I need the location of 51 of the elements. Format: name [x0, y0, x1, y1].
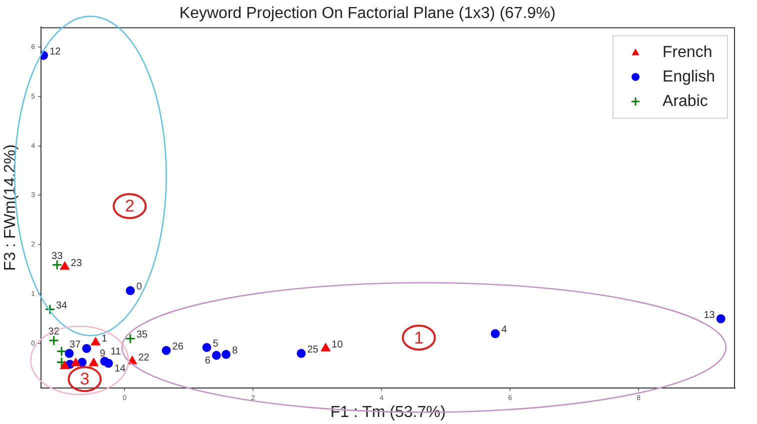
legend-label: French [662, 44, 712, 61]
point [52, 260, 62, 270]
legend-label: English [662, 68, 716, 86]
annotation: 2 [124, 196, 134, 216]
annotation: 12 [50, 46, 62, 58]
point [321, 343, 330, 352]
point [126, 286, 135, 296]
point [48, 335, 60, 346]
annotation: 33 [52, 250, 64, 262]
annotation: 10 [332, 339, 344, 350]
point [716, 314, 726, 324]
point [64, 348, 74, 358]
annotation: 34 [56, 300, 68, 312]
point [125, 333, 136, 344]
annotation: 25 [307, 344, 319, 356]
annotation: 22 [138, 352, 150, 364]
annotation: 5 [212, 338, 219, 350]
annotation: 3 [80, 370, 90, 389]
point [296, 348, 306, 358]
annotation: 0 [136, 282, 142, 293]
point [162, 346, 171, 355]
point [56, 357, 67, 368]
point [56, 346, 67, 357]
point [44, 304, 56, 315]
point [71, 358, 80, 366]
point [90, 337, 100, 346]
point [60, 262, 70, 270]
annotation: 6 [204, 355, 211, 366]
legend-label: Arabic [662, 92, 708, 110]
point [104, 358, 113, 368]
point [490, 329, 500, 338]
point [82, 344, 92, 353]
point [212, 350, 221, 360]
y-axis-title: F3 : FWm(14.2%) [2, 144, 20, 271]
point [202, 342, 212, 352]
annotation: 35 [136, 330, 148, 341]
point [89, 358, 98, 366]
annotation: 11 [110, 346, 122, 358]
chart-title: Keyword Projection On Factorial Plane (1x3) (67.9%) [179, 5, 556, 22]
annotation: 26 [172, 341, 184, 352]
annotation: 8 [232, 345, 238, 356]
annotation: 1 [102, 334, 108, 345]
point [60, 360, 70, 370]
annotation: 9 [100, 348, 106, 360]
annotation: 14 [114, 363, 126, 374]
annotation: 23 [70, 258, 82, 269]
point [222, 350, 231, 359]
annotation: 13 [704, 310, 716, 321]
annotation: 37 [70, 339, 82, 350]
annotation: 1 [414, 328, 424, 348]
annotation: 4 [501, 324, 508, 336]
